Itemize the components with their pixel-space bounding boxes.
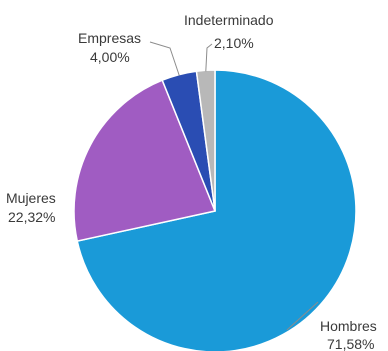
slice-label-mujeres-name: Mujeres <box>6 190 56 206</box>
leader-lines <box>149 41 319 331</box>
pie-slice-mujeres <box>73 79 217 242</box>
slice-label-mujeres-value: 22,32% <box>8 209 55 225</box>
leader-line-empresas <box>149 41 180 76</box>
pie-slice-hombres <box>76 69 357 351</box>
slice-label-hombres-value: 71,58% <box>327 336 374 351</box>
slice-label-empresas-value: 4,00% <box>90 49 130 65</box>
slice-label-empresas-name: Empresas <box>78 30 141 46</box>
pie-slices <box>73 69 357 351</box>
leader-line-hombres <box>286 301 319 331</box>
slice-label-indeterminado-value: 2,10% <box>214 35 254 51</box>
slice-label-indeterminado-name: Indeterminado <box>184 12 274 28</box>
slice-label-hombres-name: Hombres <box>320 318 377 334</box>
leader-line-indeterminado <box>205 43 213 72</box>
